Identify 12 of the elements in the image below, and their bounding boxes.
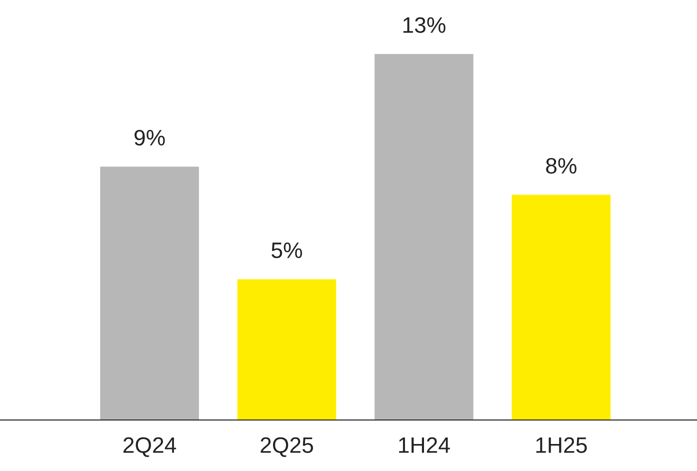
data-label: 8% [546,158,576,174]
bar [237,279,336,420]
bar [374,54,474,420]
data-label: 9% [134,130,165,146]
x-tick-label: 1H25 [536,437,587,453]
x-tick-label: 1H24 [399,437,450,453]
x-tick-label: 2Q24 [123,437,176,457]
bar [512,194,611,420]
x-tick-label: 2Q25 [260,437,314,457]
bar [100,166,199,420]
data-label: 5% [272,242,302,258]
data-label: 13% [403,17,446,33]
